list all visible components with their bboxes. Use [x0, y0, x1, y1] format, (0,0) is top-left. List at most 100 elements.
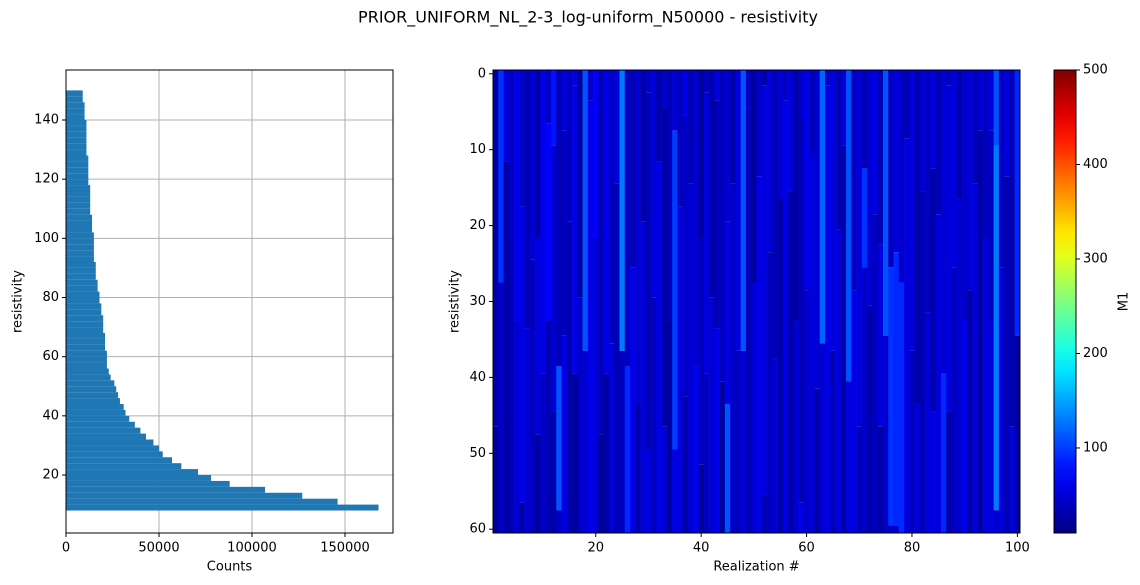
heatmap-cell	[593, 70, 599, 237]
heatmap-cell	[598, 434, 604, 533]
heatmap-cell	[851, 290, 857, 533]
heatmap-cell	[940, 373, 947, 533]
heatmap-cell	[719, 381, 726, 533]
heatmap-cell	[819, 70, 826, 344]
bar	[66, 327, 104, 334]
bar	[66, 433, 146, 440]
heatmap-cell	[603, 373, 610, 533]
heatmap-cell	[882, 70, 889, 336]
heatmap-cell	[756, 70, 763, 177]
heatmap-cell	[535, 434, 541, 533]
heatmap-cell	[630, 70, 636, 268]
heatmap-cell	[988, 130, 994, 321]
y-axis-label: resistivity	[448, 270, 463, 333]
heatmap-cell	[524, 70, 531, 329]
figure-title: PRIOR_UNIFORM_NL_2-3_log-uniform_N50000 …	[358, 8, 818, 28]
bar	[66, 398, 120, 405]
bar	[66, 279, 98, 286]
y-tick-label: 30	[469, 294, 486, 309]
bar	[66, 409, 126, 416]
bar	[66, 244, 94, 251]
heatmap-cell	[935, 70, 942, 215]
colorbar	[1053, 69, 1077, 534]
heatmap-cell	[893, 525, 900, 533]
heatmap-cell	[714, 70, 720, 101]
bar	[66, 492, 303, 499]
bar	[66, 315, 104, 322]
heatmap-cell	[983, 70, 989, 237]
heatmap-cell	[904, 138, 910, 534]
heatmap-cell	[577, 297, 583, 533]
bar	[66, 333, 106, 339]
heatmap-cell	[698, 70, 705, 237]
heatmap-cell	[614, 183, 620, 533]
heatmap-cell	[977, 130, 984, 533]
bar	[66, 202, 91, 209]
heatmap-cell	[772, 70, 778, 359]
bar	[66, 238, 94, 245]
heatmap-cell	[803, 290, 810, 533]
bar	[66, 463, 182, 470]
bar	[66, 344, 106, 351]
heatmap-cell	[656, 161, 662, 533]
heatmap-cell	[1014, 70, 1021, 336]
heatmap-cell	[861, 70, 868, 169]
bar	[66, 475, 212, 481]
heatmap-cell	[882, 335, 889, 533]
bar	[66, 96, 83, 103]
heatmap-cell	[951, 70, 958, 268]
heatmap-cell	[524, 328, 531, 533]
heatmap-cell	[793, 320, 799, 533]
heatmap-cell	[814, 388, 821, 533]
bar	[66, 143, 87, 150]
heatmap-cell	[788, 191, 794, 533]
heatmap-cell	[972, 183, 979, 533]
bar	[66, 291, 100, 298]
heatmap-cell	[856, 426, 863, 533]
heatmap-cell	[925, 312, 931, 533]
heatmap-cell	[640, 221, 647, 533]
heatmap-cell	[846, 381, 852, 533]
y-tick-label: 100	[34, 231, 59, 246]
heatmap-cell	[893, 70, 900, 253]
bar	[66, 486, 266, 493]
bar	[66, 102, 85, 109]
y-tick-label: 120	[34, 172, 59, 187]
heatmap-cell	[703, 92, 710, 374]
bar	[66, 362, 107, 369]
heatmap-cell	[724, 221, 731, 404]
heatmap-cell	[935, 214, 942, 533]
heatmap-cell	[798, 115, 805, 503]
x-tick-label: 20	[587, 541, 604, 556]
heatmap-cell	[572, 85, 578, 374]
x-tick-label: 40	[693, 541, 710, 556]
bar	[66, 155, 89, 162]
heatmap-cell	[856, 70, 863, 427]
heatmap-cell	[608, 343, 615, 533]
bar	[66, 445, 160, 452]
bar	[66, 297, 100, 304]
heatmap-cell	[861, 267, 868, 533]
heatmap-cell	[535, 70, 541, 237]
x-tick-label: 80	[904, 541, 921, 556]
heatmap-cell	[846, 70, 852, 382]
heatmap-cell	[767, 70, 773, 253]
bar	[66, 137, 87, 144]
x-tick-label: 100	[1005, 541, 1030, 556]
heatmap-cell	[640, 70, 647, 222]
heatmap-cell	[529, 259, 536, 533]
heatmap-cell	[819, 343, 826, 533]
heatmap-cell	[998, 70, 1005, 268]
heatmap-cell	[714, 100, 720, 329]
heatmap-cell	[682, 396, 689, 533]
x-tick-label: 60	[798, 541, 815, 556]
heatmap-cell	[962, 70, 968, 321]
bar	[66, 196, 91, 203]
heatmap-cell	[756, 176, 763, 533]
y-tick-label: 40	[42, 408, 59, 423]
bar	[66, 108, 85, 115]
y-axis-label: resistivity	[11, 270, 26, 333]
heatmap-cell	[550, 70, 557, 146]
axes-frame	[65, 69, 394, 534]
